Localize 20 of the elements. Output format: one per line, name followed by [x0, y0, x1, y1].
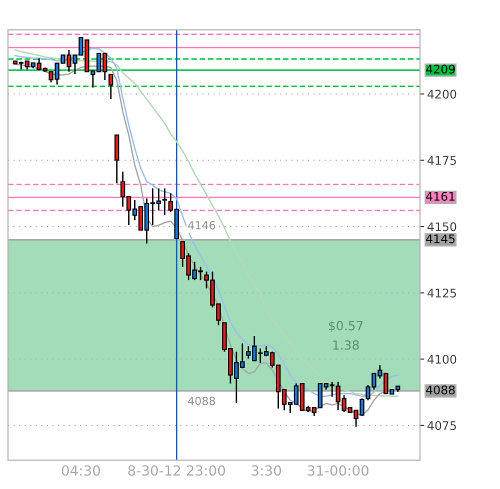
y-tick-label: 4200 — [428, 90, 456, 99]
x-tick-label: 8-30-12 23:00 — [128, 465, 226, 476]
x-tick-label: 04:30 — [62, 465, 100, 476]
annotation: 1.38 — [333, 340, 359, 350]
y-tick-label: 4175 — [428, 156, 456, 165]
candlestick — [108, 74, 114, 100]
y-tick-label: 4075 — [428, 421, 456, 430]
y-tick-label: 4150 — [428, 222, 456, 232]
ref-line-label: 4209 — [426, 64, 455, 74]
x-tick-label: 31-00:00 — [308, 465, 369, 476]
y-tick-label: 4125 — [428, 288, 456, 298]
annotation: 4146 — [188, 221, 216, 230]
y-tick-label: 4100 — [428, 354, 456, 364]
annotation: $0.57 — [328, 320, 363, 332]
ref-line-label: 4161 — [426, 192, 455, 201]
annotation: 4088 — [188, 396, 216, 406]
candlestick — [162, 188, 168, 216]
ref-line-label: 4088 — [426, 385, 455, 394]
x-tick-label: 3:30 — [252, 465, 281, 476]
ref-line-label: 4145 — [426, 234, 455, 244]
